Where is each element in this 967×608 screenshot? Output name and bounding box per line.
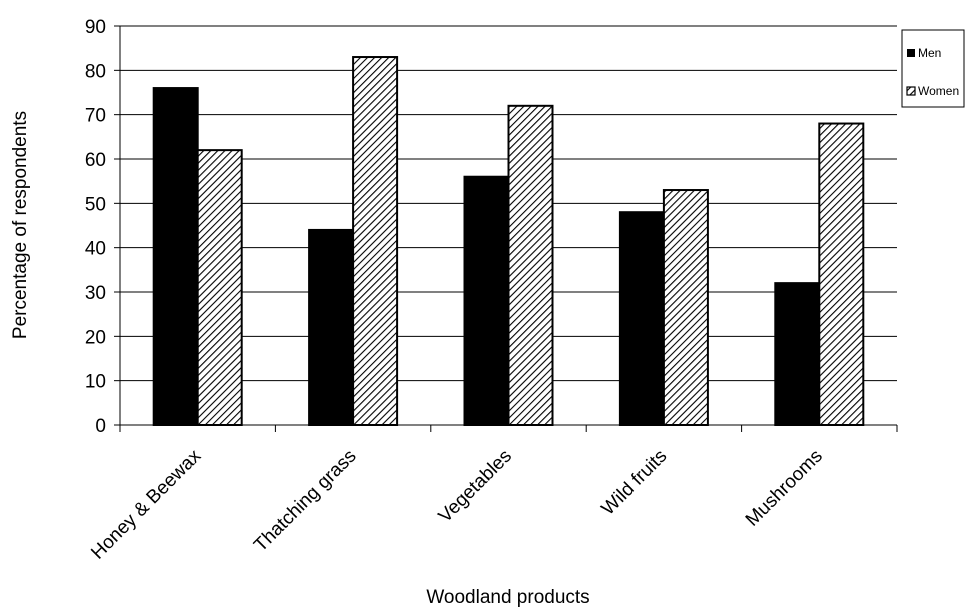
y-tick-label-30: 30: [85, 283, 106, 304]
y-tick-label-40: 40: [85, 239, 106, 260]
x-tick-label-0: Honey & Beewax: [87, 445, 205, 563]
y-tick-label-90: 90: [85, 17, 106, 38]
y-tick-label-70: 70: [85, 106, 106, 127]
y-tick-label-60: 60: [85, 150, 106, 171]
legend-swatch-men: [907, 49, 915, 57]
bar-women-3: [662, 189, 709, 426]
bar-women-2: [507, 104, 554, 427]
legend-swatch-women: [906, 86, 916, 96]
x-tick-label-4: Mushrooms: [742, 446, 827, 531]
y-tick-label-50: 50: [85, 194, 106, 215]
y-tick-label-0: 0: [95, 416, 106, 437]
bars: [152, 56, 865, 427]
legend-label-women: Women: [918, 84, 959, 98]
bar-men-2: [463, 175, 510, 426]
legend: Men Women: [901, 29, 965, 108]
x-tick-label-3: Wild fruits: [598, 446, 672, 520]
legend-label-men: Men: [918, 46, 941, 60]
bar-women-1: [352, 56, 399, 427]
bar-men-0: [152, 87, 199, 426]
bar-men-3: [618, 211, 665, 426]
y-tick-label-80: 80: [85, 61, 106, 82]
x-tick-label-1: Thatching grass: [250, 446, 360, 556]
bar-women-0: [196, 149, 243, 426]
x-tick-label-2: Vegetables: [435, 446, 516, 527]
y-tick-label-20: 20: [85, 327, 106, 348]
bar-men-4: [774, 282, 821, 426]
bar-women-4: [818, 122, 865, 427]
x-axis-title: Woodland products: [426, 587, 589, 608]
y-tick-label-10: 10: [85, 372, 106, 393]
y-axis-title: Percentage of respondents: [10, 111, 31, 339]
axes: [114, 25, 898, 432]
bar-men-1: [308, 228, 355, 426]
